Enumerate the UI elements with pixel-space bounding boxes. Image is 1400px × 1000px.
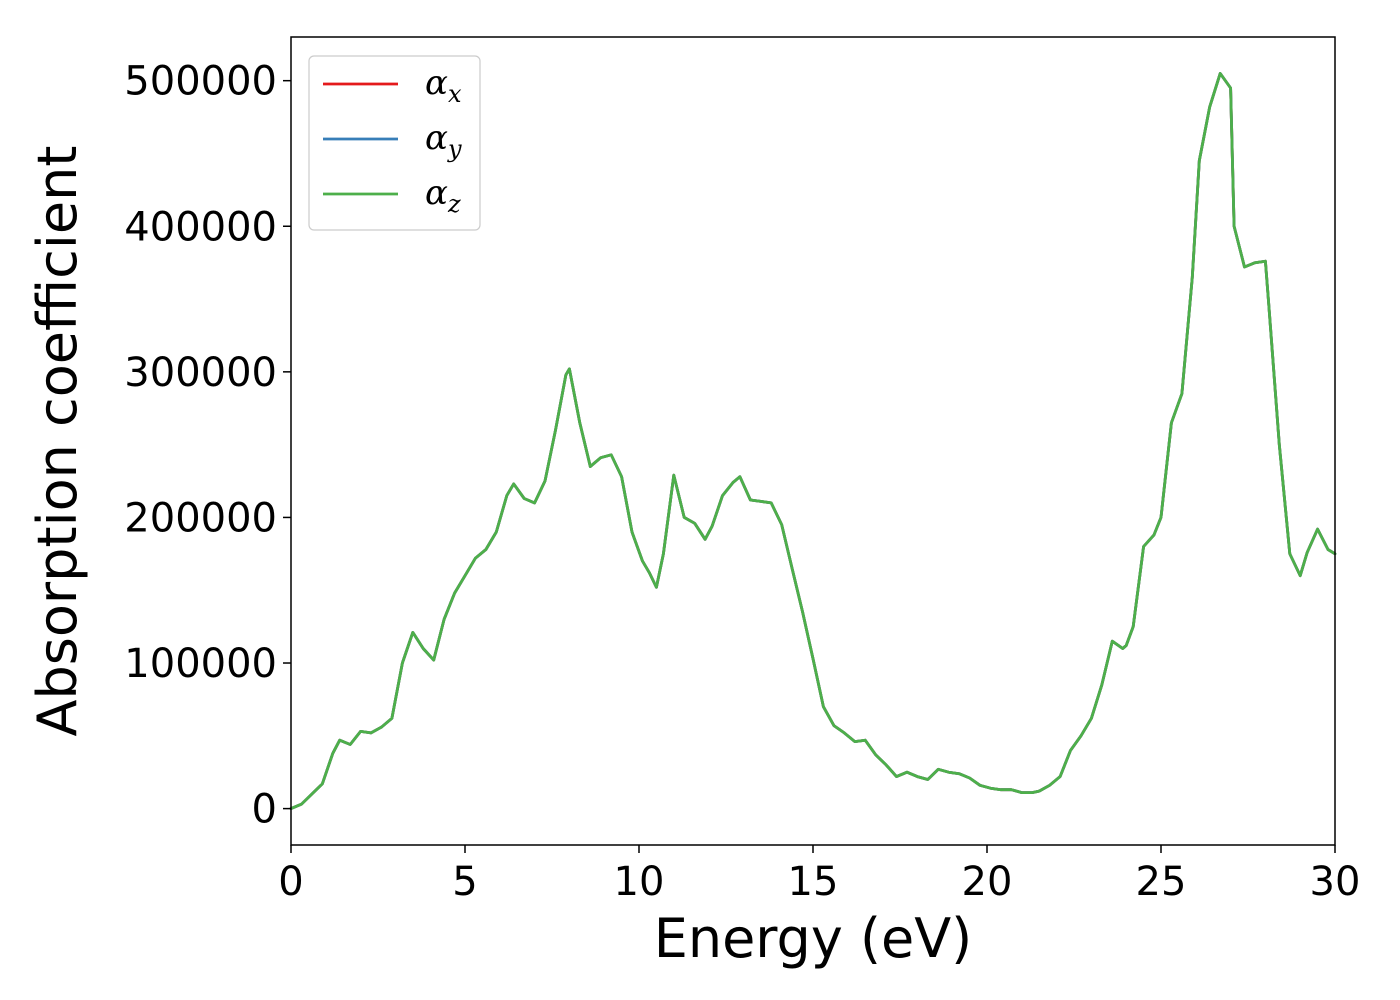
- y-tick-label: 400000: [124, 204, 277, 250]
- x-axis-ticks: 0 5 10 15 20 25 30: [278, 845, 1360, 905]
- y-tick-label: 500000: [124, 59, 277, 105]
- x-tick-label: 5: [452, 859, 477, 905]
- y-axis-label: Absorption coefficient: [26, 146, 89, 737]
- x-tick-label: 15: [788, 859, 839, 905]
- x-axis-label: Energy (eV): [654, 907, 973, 970]
- x-tick-label: 20: [962, 859, 1013, 905]
- series-layer: [289, 72, 1337, 810]
- x-tick-label: 10: [614, 859, 665, 905]
- y-tick-label: 300000: [124, 350, 277, 396]
- y-tick-label: 0: [252, 787, 277, 833]
- x-tick-label: 25: [1136, 859, 1187, 905]
- legend-box: [308, 55, 481, 231]
- y-axis-ticks: 0 100000 200000 300000 400000 500000: [124, 59, 291, 833]
- x-tick-label: 0: [278, 859, 303, 905]
- series-line-alpha-z: [289, 72, 1337, 810]
- x-tick-label: 30: [1310, 859, 1361, 905]
- y-tick-label: 100000: [124, 641, 277, 687]
- y-tick-label: 200000: [124, 495, 277, 541]
